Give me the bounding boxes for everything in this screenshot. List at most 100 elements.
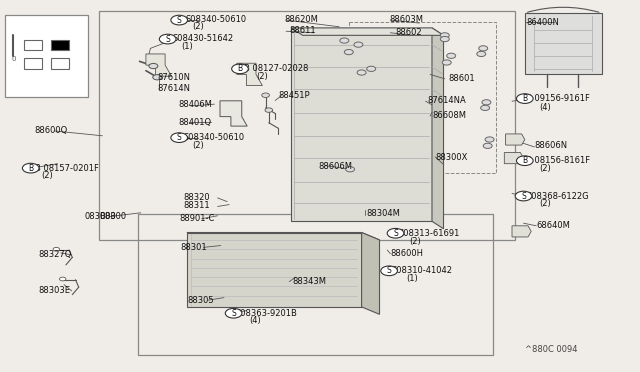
Text: (2): (2) xyxy=(192,22,204,31)
Text: B8300: B8300 xyxy=(99,212,126,221)
Polygon shape xyxy=(291,28,432,221)
Circle shape xyxy=(516,94,533,103)
Text: (2): (2) xyxy=(192,141,204,150)
Text: S08363-9201B: S08363-9201B xyxy=(236,309,298,318)
Bar xyxy=(24,58,42,69)
Polygon shape xyxy=(291,28,444,35)
Text: B 09156-9161F: B 09156-9161F xyxy=(526,94,590,103)
Text: 88401Q: 88401Q xyxy=(178,118,211,126)
Circle shape xyxy=(482,100,491,105)
Text: 87614N: 87614N xyxy=(157,84,191,93)
Circle shape xyxy=(515,191,532,201)
Polygon shape xyxy=(506,134,525,145)
Text: B 08157-0201F: B 08157-0201F xyxy=(35,164,99,173)
Text: S: S xyxy=(165,35,170,44)
Text: S: S xyxy=(177,133,182,142)
Circle shape xyxy=(481,105,490,110)
Circle shape xyxy=(53,247,60,251)
Circle shape xyxy=(387,228,404,238)
Circle shape xyxy=(149,63,158,68)
Text: B: B xyxy=(522,156,527,165)
Text: S: S xyxy=(177,16,182,25)
Circle shape xyxy=(357,70,366,75)
Polygon shape xyxy=(220,101,247,126)
Circle shape xyxy=(381,266,397,276)
Polygon shape xyxy=(525,13,602,74)
Circle shape xyxy=(340,38,349,43)
Circle shape xyxy=(171,15,188,25)
Circle shape xyxy=(440,33,449,38)
Text: 68640M: 68640M xyxy=(536,221,570,230)
Text: 88606M: 88606M xyxy=(319,162,353,171)
Text: 88301: 88301 xyxy=(180,243,207,252)
Circle shape xyxy=(483,143,492,148)
Circle shape xyxy=(346,167,355,172)
Text: (2): (2) xyxy=(539,199,550,208)
Bar xyxy=(51,40,69,50)
Text: S08313-61691: S08313-61691 xyxy=(398,229,460,238)
Circle shape xyxy=(354,42,363,47)
Text: 88311: 88311 xyxy=(184,201,211,210)
Text: 86400N: 86400N xyxy=(526,18,559,27)
Text: (2): (2) xyxy=(256,72,268,81)
Circle shape xyxy=(485,137,494,142)
Polygon shape xyxy=(187,232,362,307)
Text: (1): (1) xyxy=(406,274,418,283)
Polygon shape xyxy=(362,232,380,314)
Text: 0: 0 xyxy=(11,57,16,62)
Text: 083000: 083000 xyxy=(84,212,116,221)
Text: B 08127-02028: B 08127-02028 xyxy=(244,64,309,73)
Circle shape xyxy=(153,75,162,80)
Text: (1): (1) xyxy=(181,42,193,51)
Polygon shape xyxy=(512,226,531,237)
Text: 88320: 88320 xyxy=(184,193,211,202)
FancyBboxPatch shape xyxy=(5,15,88,97)
Text: B 08156-8161F: B 08156-8161F xyxy=(526,156,590,165)
Polygon shape xyxy=(187,232,380,240)
Circle shape xyxy=(516,156,533,166)
Text: B: B xyxy=(522,94,527,103)
Text: ^880C 0094: ^880C 0094 xyxy=(525,345,577,354)
Polygon shape xyxy=(237,63,262,86)
Text: S08310-41042: S08310-41042 xyxy=(392,266,452,275)
Text: B: B xyxy=(237,64,243,73)
Text: 88304M: 88304M xyxy=(366,209,400,218)
Text: S08430-51642: S08430-51642 xyxy=(173,34,234,43)
Text: B: B xyxy=(28,164,33,173)
Circle shape xyxy=(367,66,376,71)
Text: S: S xyxy=(387,266,392,275)
Text: 88620M: 88620M xyxy=(285,15,319,24)
Text: 87610N: 87610N xyxy=(157,73,191,82)
Circle shape xyxy=(479,46,488,51)
Text: S: S xyxy=(393,229,398,238)
Text: (4): (4) xyxy=(250,316,261,325)
Circle shape xyxy=(232,64,248,74)
Text: 88343M: 88343M xyxy=(292,277,326,286)
Circle shape xyxy=(262,93,269,97)
Text: 88303E: 88303E xyxy=(38,286,70,295)
Circle shape xyxy=(447,53,456,58)
Text: 88603M: 88603M xyxy=(389,15,423,24)
Circle shape xyxy=(60,277,66,281)
Circle shape xyxy=(442,60,451,65)
Polygon shape xyxy=(432,28,444,229)
Circle shape xyxy=(171,133,188,142)
Text: S: S xyxy=(521,192,526,201)
Text: (2): (2) xyxy=(42,171,53,180)
Text: 88602: 88602 xyxy=(396,28,422,37)
Text: 88600H: 88600H xyxy=(390,249,424,258)
Text: 87614NA: 87614NA xyxy=(428,96,467,105)
Text: 88327Q: 88327Q xyxy=(38,250,72,259)
Polygon shape xyxy=(504,153,524,164)
Text: 88600Q: 88600Q xyxy=(34,126,67,135)
Text: 88901-C: 88901-C xyxy=(179,214,214,223)
Circle shape xyxy=(159,34,176,44)
Text: (4): (4) xyxy=(539,103,550,112)
Text: S08340-50610: S08340-50610 xyxy=(184,133,245,142)
Text: 88606N: 88606N xyxy=(534,141,568,150)
Text: 88601: 88601 xyxy=(448,74,475,83)
Circle shape xyxy=(225,308,242,318)
Circle shape xyxy=(344,49,353,55)
Text: 88305: 88305 xyxy=(187,296,214,305)
Text: (2): (2) xyxy=(539,164,550,173)
